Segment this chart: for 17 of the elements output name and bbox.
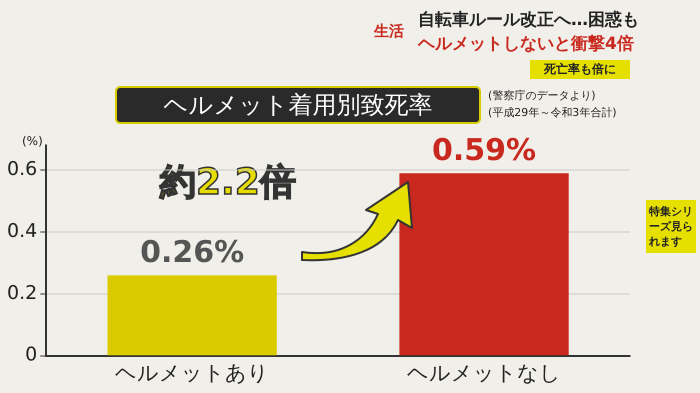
data-label: 0.59% [432, 133, 536, 168]
text: (平成29年～令和3年合計) [488, 105, 617, 120]
text: 自転車ルール改正へ…困惑も [418, 9, 639, 31]
text: (警察庁のデータより) [488, 88, 596, 103]
data-label: 0.26% [140, 235, 244, 270]
y-tick-label: 0 [25, 344, 38, 366]
text: 生活 [374, 22, 404, 41]
x-tick-label: ヘルメットあり [115, 360, 270, 385]
text: 死亡率も倍に [530, 60, 630, 79]
chart-title: ヘルメット着用別致死率 [115, 86, 481, 124]
x-tick-label: ヘルメットなし [407, 360, 562, 385]
y-tick-label: 0.2 [7, 282, 38, 304]
y-axis-title: (%) [22, 134, 43, 148]
text: 特集シリーズ見られます [646, 200, 696, 253]
text: ヘルメットしないと衝撃4倍 [418, 33, 634, 55]
y-tick-label: 0.6 [7, 158, 38, 180]
y-tick-label: 0.4 [7, 220, 38, 242]
